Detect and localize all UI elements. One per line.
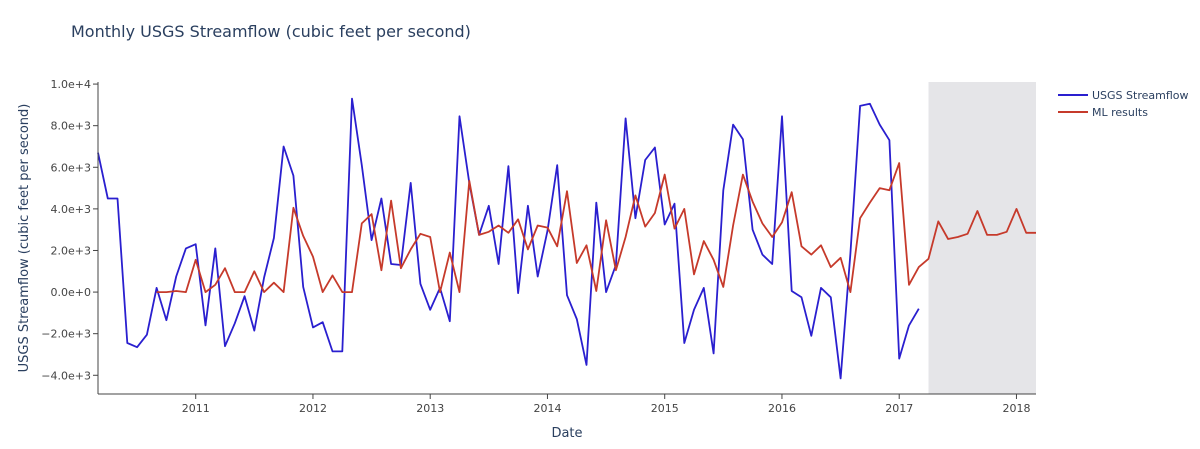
x-axis-title: Date: [551, 426, 582, 441]
series-ml-results-line: [156, 162, 1036, 293]
x-tick-label: 2016: [768, 402, 796, 415]
y-tick-label: 8.0e+3: [51, 120, 91, 133]
y-tick-label: −4.0e+3: [41, 369, 91, 382]
x-tick-label: 2015: [651, 402, 679, 415]
y-tick-label: 1.0e+4: [51, 78, 91, 91]
y-axis: −4.0e+3 −2.0e+3 0.0e+0 2.0e+3 4.0e+3 6.0e+3 8.…: [41, 78, 98, 382]
y-tick-label: −2.0e+3: [41, 328, 91, 341]
legend-item-streamflow[interactable]: USGS Streamflow: [1058, 89, 1189, 102]
y-tick-label: 0.0e+0: [51, 286, 91, 299]
chart-title: Monthly USGS Streamflow (cubic feet per …: [71, 22, 471, 41]
legend[interactable]: USGS Streamflow ML results: [1058, 89, 1189, 119]
legend-item-ml-results[interactable]: ML results: [1058, 106, 1148, 119]
y-tick-label: 6.0e+3: [51, 161, 91, 174]
y-tick-label: 4.0e+3: [51, 203, 91, 216]
x-tick-label: 2018: [1002, 402, 1030, 415]
legend-label-ml-results: ML results: [1092, 106, 1148, 119]
series-usgs-streamflow-line: [97, 97, 920, 380]
y-tick-label: 2.0e+3: [51, 244, 91, 257]
x-tick-label: 2014: [533, 402, 561, 415]
legend-label-streamflow: USGS Streamflow: [1092, 89, 1189, 102]
x-tick-label: 2013: [416, 402, 444, 415]
x-tick-label: 2012: [299, 402, 327, 415]
series-group: [97, 97, 1036, 380]
x-tick-label: 2011: [182, 402, 210, 415]
shaded-forecast-region: [928, 82, 1036, 394]
x-axis: 2011 2012 2013 2014 2015 2016 2017 2018: [182, 394, 1030, 415]
x-tick-label: 2017: [885, 402, 913, 415]
y-axis-title: USGS Streamflow (cubic feet per second): [17, 104, 32, 373]
